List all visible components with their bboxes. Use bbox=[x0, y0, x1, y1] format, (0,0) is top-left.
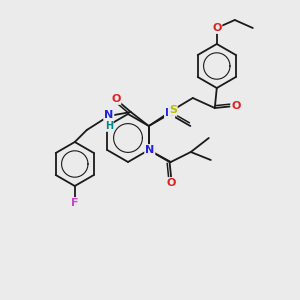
Text: O: O bbox=[212, 23, 221, 33]
Text: S: S bbox=[169, 105, 177, 115]
Text: H: H bbox=[105, 121, 113, 131]
Text: O: O bbox=[167, 178, 176, 188]
Text: F: F bbox=[71, 198, 79, 208]
Text: N: N bbox=[145, 145, 154, 155]
Text: N: N bbox=[165, 108, 174, 118]
Text: N: N bbox=[104, 110, 113, 120]
Text: O: O bbox=[111, 94, 121, 104]
Text: O: O bbox=[231, 101, 241, 111]
